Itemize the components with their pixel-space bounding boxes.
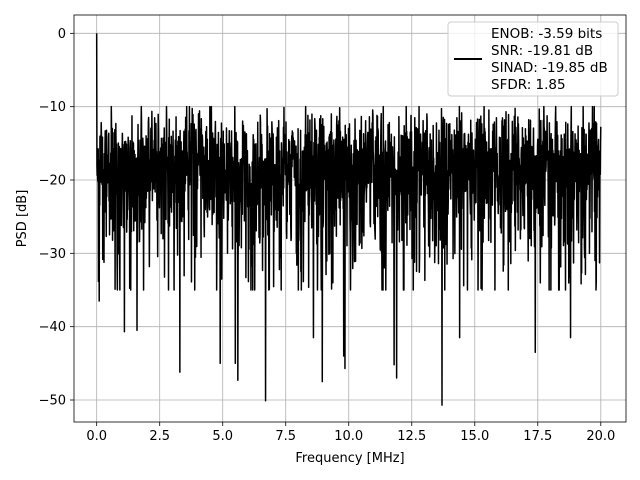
y-axis-ticks: 0 −10 −20 −30 −40 −50 <box>39 27 74 409</box>
y-tick-label: 0 <box>58 27 66 42</box>
x-tick-label: 5.0 <box>212 429 233 444</box>
x-tick-label: 2.5 <box>149 429 170 444</box>
x-tick-label: 7.5 <box>275 429 296 444</box>
plot-area <box>95 33 602 406</box>
axes-frame <box>73 14 627 423</box>
legend-line-enob: ENOB: -3.59 bits <box>491 26 602 42</box>
x-tick-label: 10.0 <box>334 429 363 444</box>
x-tick-label: 17.5 <box>523 429 552 444</box>
legend-line-snr: SNR: -19.81 dB <box>491 43 593 59</box>
y-tick-label: −20 <box>39 174 66 189</box>
x-tick-label: 12.5 <box>397 429 426 444</box>
x-axis-ticks: 0.0 2.5 5.0 7.5 10.0 12.5 15.0 17.5 20.0 <box>86 422 615 444</box>
legend-line-sfdr: SFDR: 1.85 <box>491 77 566 93</box>
y-tick-label: −30 <box>39 247 66 262</box>
y-tick-label: −40 <box>39 320 66 335</box>
x-axis-label: Frequency [MHz] <box>295 451 404 466</box>
legend: ENOB: -3.59 bits SNR: -19.81 dB SINAD: -… <box>447 21 619 97</box>
x-tick-label: 15.0 <box>460 429 489 444</box>
x-tick-label: 0.0 <box>86 429 107 444</box>
y-axis-label: PSD [dB] <box>15 190 30 248</box>
legend-box <box>447 21 619 97</box>
legend-line-sinad: SINAD: -19.85 dB <box>491 60 608 76</box>
psd-series-line <box>95 33 602 406</box>
x-tick-label: 20.0 <box>586 429 615 444</box>
y-tick-label: −50 <box>39 394 66 409</box>
y-tick-label: −10 <box>39 100 66 115</box>
